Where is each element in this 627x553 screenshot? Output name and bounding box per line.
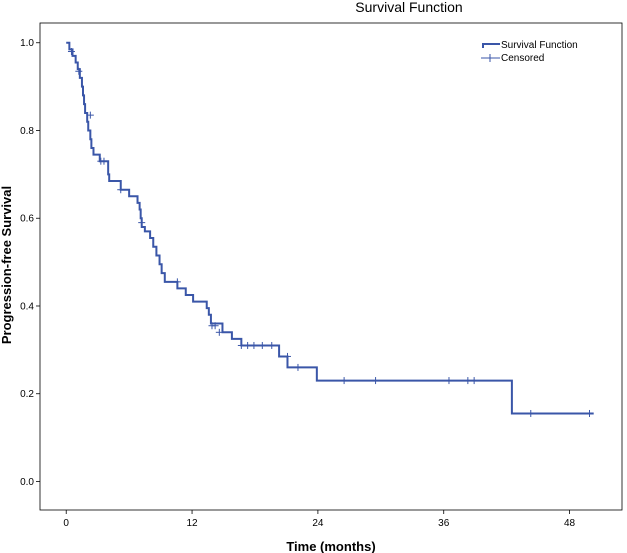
y-tick-label: 0.4 bbox=[20, 301, 34, 312]
axis-ticks: 0 12 24 36 48 0.0 0.2 0.4 0.6 0.8 1.0 bbox=[20, 38, 575, 529]
y-tick-label: 0.8 bbox=[20, 126, 34, 137]
y-tick-label: 0.6 bbox=[20, 214, 34, 225]
censor-mark bbox=[211, 322, 219, 330]
x-tick-label: 36 bbox=[438, 518, 450, 529]
legend-censored-label: Censored bbox=[501, 53, 544, 64]
censor-mark bbox=[100, 157, 108, 165]
censor-mark bbox=[470, 377, 478, 385]
x-tick-label: 12 bbox=[186, 518, 198, 529]
x-tick-label: 48 bbox=[564, 518, 576, 529]
censor-mark bbox=[372, 377, 380, 385]
chart-title: Survival Function bbox=[355, 0, 462, 15]
legend-survival-label: Survival Function bbox=[501, 40, 578, 51]
censor-mark bbox=[283, 352, 291, 360]
y-axis-title: Progression-free Survival bbox=[0, 186, 14, 344]
x-axis-title: Time (months) bbox=[286, 539, 375, 553]
censor-mark bbox=[445, 377, 453, 385]
legend: Survival Function Censored bbox=[481, 40, 578, 64]
censor-mark bbox=[75, 67, 83, 75]
survival-curve bbox=[66, 41, 594, 415]
y-tick-label: 1.0 bbox=[20, 38, 34, 49]
censor-mark bbox=[294, 363, 302, 371]
censor-mark bbox=[585, 409, 593, 417]
censor-mark bbox=[237, 341, 245, 349]
censor-mark bbox=[67, 48, 75, 56]
censor-mark bbox=[250, 341, 258, 349]
censor-mark bbox=[527, 409, 535, 417]
censor-mark bbox=[464, 377, 472, 385]
censor-mark bbox=[244, 341, 252, 349]
censor-mark bbox=[86, 111, 94, 119]
censor-mark bbox=[340, 377, 348, 385]
censor-mark bbox=[258, 341, 266, 349]
censor-mark bbox=[268, 341, 276, 349]
survival-step-line bbox=[66, 41, 594, 415]
legend-survival-symbol bbox=[482, 43, 500, 48]
plot-frame bbox=[39, 22, 623, 511]
censor-mark bbox=[138, 219, 146, 227]
y-tick-label: 0.0 bbox=[20, 477, 34, 488]
x-tick-label: 24 bbox=[312, 518, 324, 529]
censor-mark bbox=[173, 278, 181, 286]
censor-marks bbox=[67, 48, 593, 417]
y-tick-label: 0.2 bbox=[20, 389, 34, 400]
censor-mark bbox=[215, 328, 223, 336]
censor-mark bbox=[117, 186, 125, 194]
x-tick-label: 0 bbox=[63, 518, 69, 529]
